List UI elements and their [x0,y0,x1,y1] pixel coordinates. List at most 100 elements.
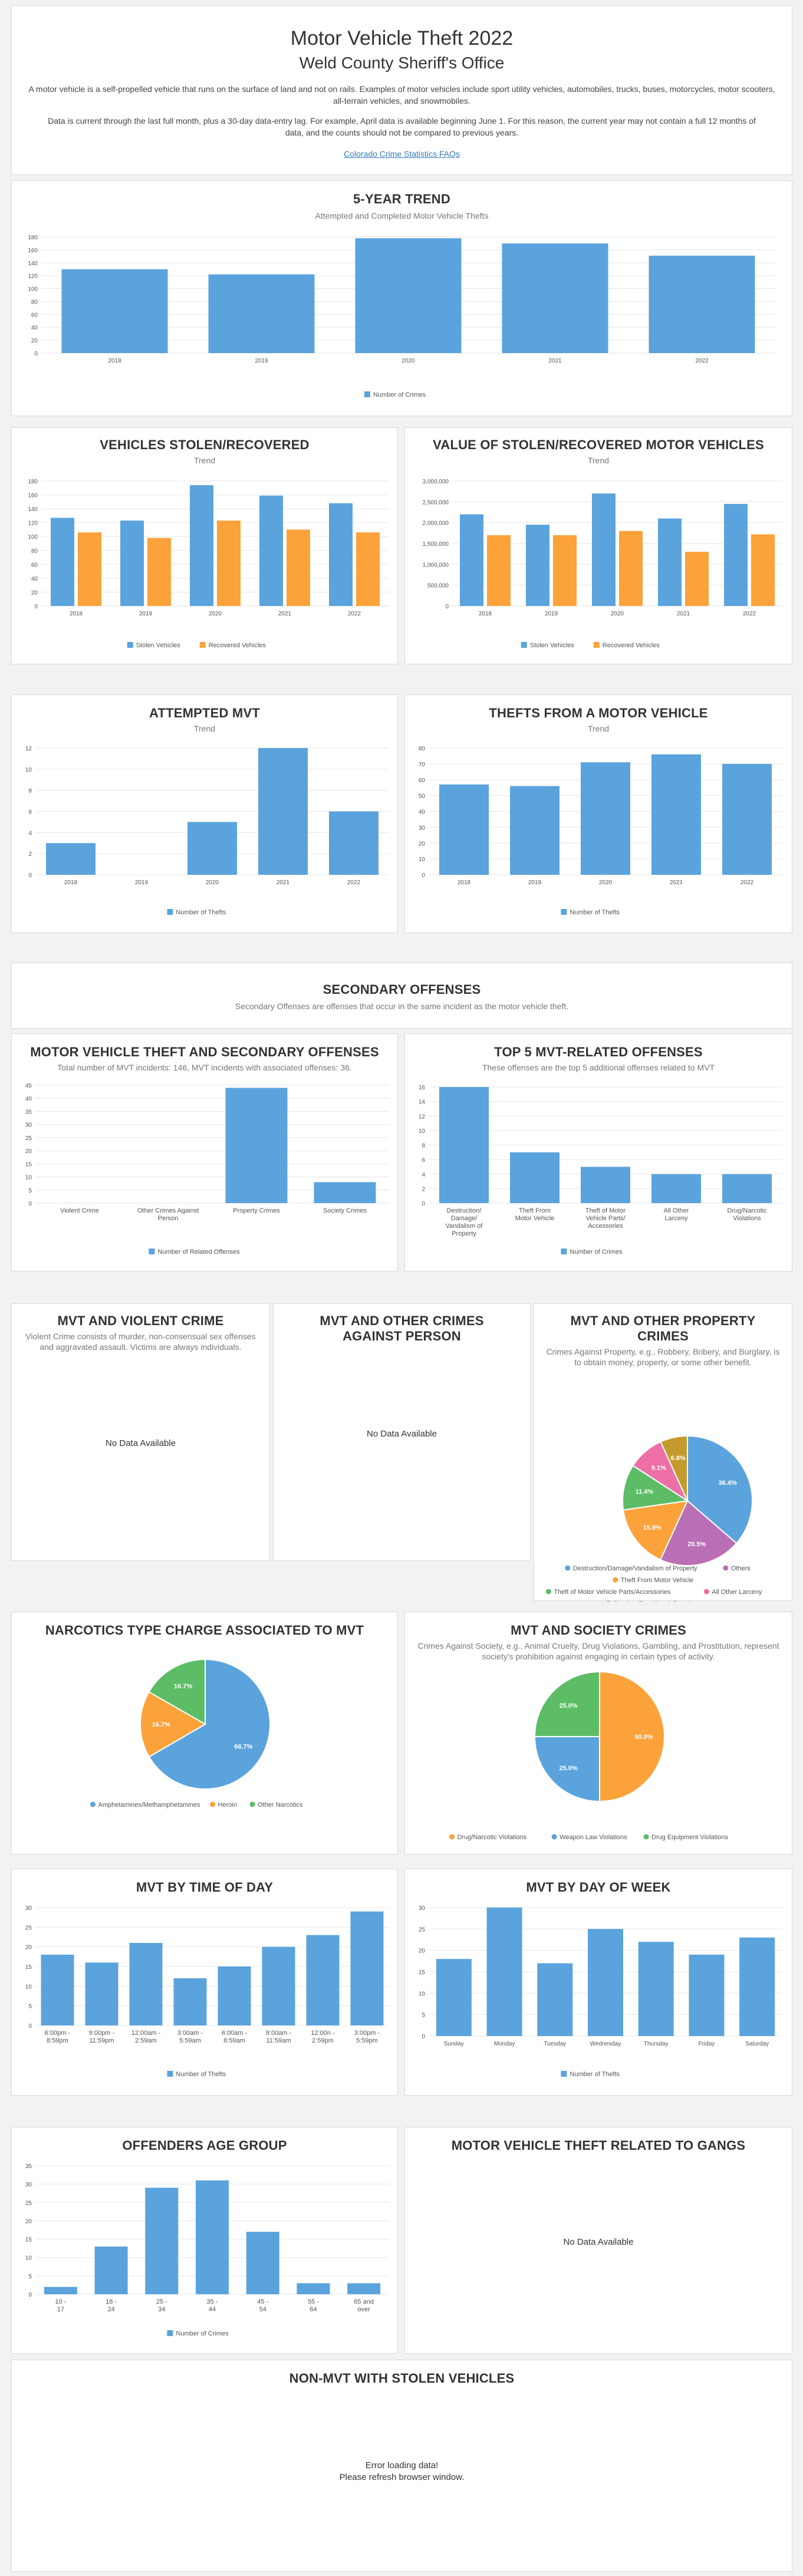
x-tick-label: 6:00pm -8:59pm [45,2030,71,2044]
y-tick-label: 2,500,000 [423,499,449,506]
y-tick-label: 45 [25,1083,32,1089]
legend-label: Other Narcotics [258,1801,303,1809]
society-title: MVT and Society Crimes [511,1623,686,1638]
x-tick-label: Friday [699,2041,715,2047]
violent-nodata: No Data Available [106,1438,176,1448]
bar [306,1935,340,2025]
time-panel: MVT by Time of Day 0 5 10 15 20 25 30 6:00pm -8… [11,1869,398,2096]
x-tick-label: 2020 [206,879,219,886]
pie-data-label: 25.0% [560,1702,578,1709]
trend-chart: 0 20 40 60 80 100 120 140 160 180 2018 2019 2020 2021… [28,235,775,398]
legend-label: Stolen Vehicles [530,642,575,649]
x-tick-label: Tuesday [544,2041,566,2047]
y-tick-label: 8 [28,788,32,795]
value-title: Value of Stolen/Recovered Motor Vehicles [433,437,764,452]
y-tick-label: 5 [28,2004,32,2010]
y-tick-label: 25 [25,1135,32,1142]
bar [218,1966,251,2025]
x-tick-label: Property Crimes [233,1207,280,1214]
y-tick-label: 120 [28,274,38,280]
trend-panel: 5-Year Trend Attempted and Completed Mot… [11,180,792,416]
legend-label: Number of Thefts [176,909,226,916]
legend-swatch [210,1801,216,1807]
bar [356,532,380,606]
bar [262,1946,295,2025]
bar [78,532,101,606]
bar [685,552,709,606]
bar [314,1182,376,1203]
legend-swatch [723,1565,729,1571]
pie-slice [660,1435,688,1501]
y-tick-label: 5 [28,2274,32,2280]
y-tick-label: 70 [419,762,426,768]
legend-label: Heroin [218,1801,237,1809]
pie-data-label: 50.0% [634,1734,653,1741]
bar [649,255,755,353]
bar [246,2232,279,2294]
bar [187,822,237,875]
y-tick-label: 1,500,000 [423,541,449,548]
top5-title: Top 5 MVT-Related Offenses [494,1045,703,1059]
property-subtitle: Crimes Against Property, e.g., Robbery, … [546,1347,780,1367]
legend-swatch [545,1589,551,1595]
x-tick-label: 2020 [599,879,613,886]
x-tick-label: Other Crimes Against Person [137,1207,199,1222]
legend-label: Stolen Vehicles [136,642,181,649]
page-title: Motor Vehicle Theft 2022 [290,27,514,50]
attempted-subtitle: Trend [193,724,216,733]
bar [436,1959,472,2036]
property-title: MVT and Other Property Crimes [570,1313,756,1343]
x-tick-label: 2019 [545,611,558,617]
pie-data-label: 20.5% [687,1541,706,1548]
y-tick-label: 35 [25,1109,32,1115]
x-tick-label: 2021 [278,611,292,617]
legend-label: Drug/Narcotic Violations [458,1834,527,1841]
bar [651,1174,701,1203]
bar [619,531,643,606]
secondary-title: Secondary Offenses [322,982,481,997]
y-tick-label: 120 [28,521,38,527]
pie-data-label: 36.4% [718,1480,736,1487]
bar [724,503,748,606]
person-title: MVT and Other Crimes Against Person [320,1313,484,1343]
x-tick-label: 55 -64 [308,2298,319,2313]
legend-label: Number of Thefts [570,909,620,916]
y-tick-label: 60 [31,312,38,318]
bar [751,534,775,606]
mvt-secondary-title: Motor Vehicle Theft and Secondary Offens… [30,1045,379,1059]
bar [739,1937,775,2036]
bar [439,1087,489,1203]
x-tick-label: 2018 [479,611,492,617]
x-tick-label: 10 -17 [55,2298,66,2313]
x-tick-label: 2019 [255,358,268,364]
violent-panel: MVT and Violent Crime Violent Crime cons… [11,1303,270,1561]
attempted-title: Attempted MVT [149,706,260,720]
legend-swatch [521,642,527,648]
y-tick-label: 3,000,000 [423,479,449,485]
bar [85,1962,119,2025]
legend-label: Number of Related Offenses [157,1249,240,1256]
faq-link[interactable]: Colorado Crime Statistics FAQs [344,149,460,159]
legend-swatch [167,2330,173,2336]
bar [350,1911,384,2025]
bar [355,238,462,353]
x-tick-label: 9:00am -11:59am [266,2030,292,2044]
x-tick-label: 2018 [70,611,83,617]
pie-slice [148,1658,206,1725]
x-tick-label: 2022 [741,879,754,886]
pie-slice [622,1500,689,1561]
legend-swatch [643,1834,649,1840]
description-motor-vehicle: A motor vehicle is a self-propelled vehi… [28,84,775,106]
bar [722,763,772,875]
x-tick-label: 2020 [402,358,415,364]
legend-swatch [90,1801,96,1807]
x-tick-label: 2020 [209,611,222,617]
bar [190,485,213,606]
bar [638,1942,674,2036]
y-tick-label: 30 [419,825,426,831]
x-tick-label: 2019 [528,879,542,886]
bar [526,525,549,606]
x-tick-label: Theft From Motor Vehicle [515,1207,555,1222]
nonmvt-error: Error loading data! [365,2460,439,2470]
legend-swatch [364,391,370,397]
